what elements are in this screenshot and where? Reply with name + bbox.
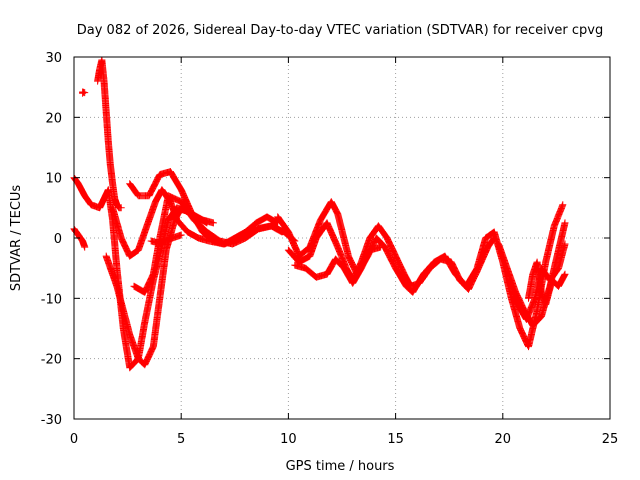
y-tick-label: 20	[45, 111, 62, 126]
series-trace-7	[130, 192, 286, 296]
data-marker	[130, 192, 286, 296]
x-tick-label: 20	[495, 432, 512, 447]
data-marker	[94, 56, 125, 212]
x-tick-label: 25	[602, 432, 619, 447]
series-trace-15	[79, 88, 89, 97]
data-points	[70, 56, 569, 372]
x-tick-label: 5	[177, 432, 185, 447]
x-tick-label: 10	[280, 432, 297, 447]
data-marker	[79, 88, 89, 97]
y-tick-label: -30	[41, 413, 62, 428]
x-tick-label: 15	[387, 432, 404, 447]
series-trace-14	[525, 258, 569, 308]
x-axis-label: GPS time / hours	[286, 459, 395, 474]
y-axis-label: SDTVAR / TECUs	[9, 185, 24, 292]
chart-title: Day 082 of 2026, Sidereal Day-to-day VTE…	[77, 23, 603, 38]
y-tick-label: 0	[54, 232, 62, 247]
data-marker	[147, 231, 185, 247]
series-trace-11	[291, 243, 385, 287]
y-tick-label: 30	[45, 51, 62, 66]
data-marker	[525, 258, 569, 308]
data-marker	[291, 243, 385, 287]
x-tick-label: 0	[70, 432, 78, 447]
y-tick-label: -20	[41, 353, 62, 368]
axis-ticks: 0 5 10 15 20 25 -30 -20 -10 0 10 20 30	[41, 51, 619, 447]
y-tick-label: 10	[45, 172, 62, 187]
y-tick-label: -10	[41, 292, 62, 307]
series-trace-3	[94, 56, 125, 212]
series-trace-8	[147, 231, 185, 247]
